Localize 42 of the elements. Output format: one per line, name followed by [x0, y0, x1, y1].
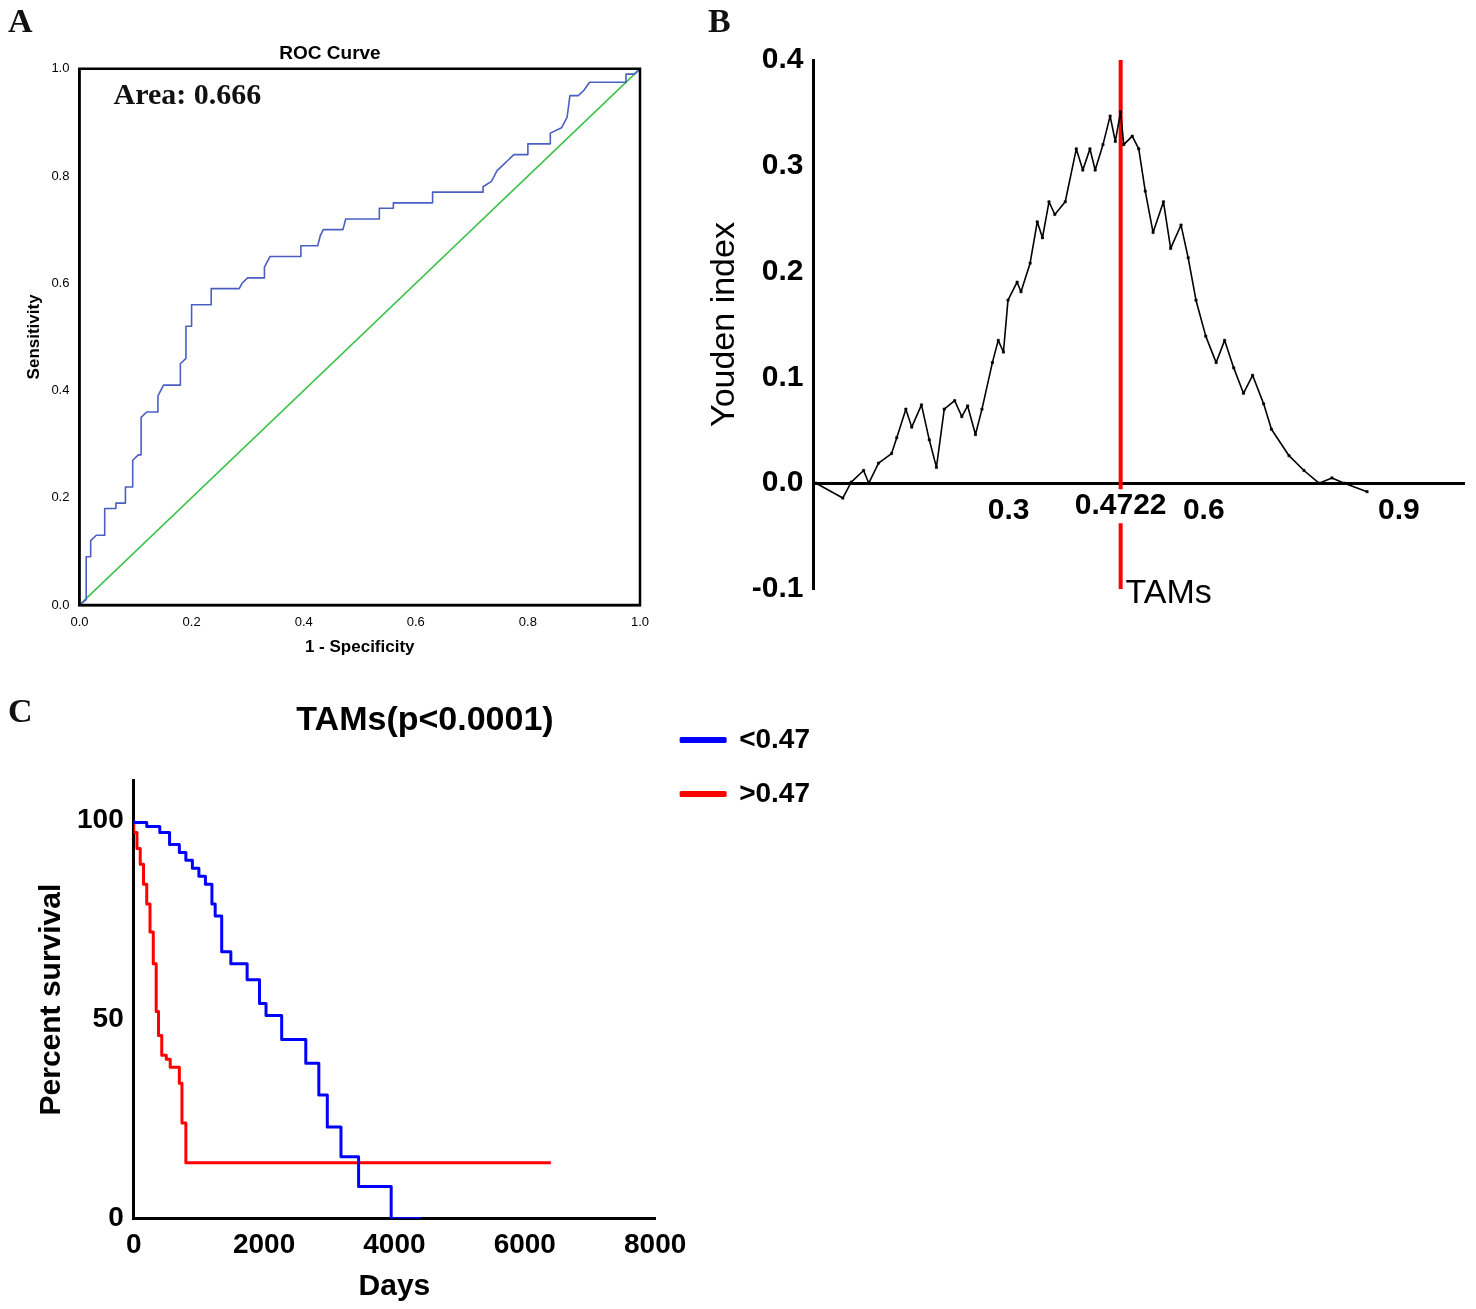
x-tick-label: 0.9: [1378, 492, 1420, 526]
y-tick-label: 0: [108, 1201, 124, 1233]
chart-title: TAMs(p<0.0001): [296, 698, 554, 737]
x-tick-label: 0.6: [406, 614, 425, 630]
x-axis-title: 1 - Specificity: [304, 637, 416, 657]
y-axis-title: Percent survival: [33, 883, 67, 1116]
x-axis-title: Days: [358, 1268, 431, 1302]
y-tick-label: 0.0: [51, 596, 70, 612]
x-tick-label: 1.0: [630, 614, 650, 630]
text: B: [708, 1, 731, 39]
y-tick-label: 0.4: [761, 41, 804, 75]
x-tick-label: 0.2: [182, 614, 201, 630]
y-tick-label: 0.6: [51, 274, 70, 290]
annotation: Area: 0.666: [113, 76, 262, 110]
y-tick-label: 1.0: [51, 60, 70, 76]
x-tick-label: 0.6: [1182, 492, 1225, 526]
y-axis-title: Youden index: [702, 222, 741, 427]
legend-label: <0.47: [739, 722, 811, 754]
y-tick-label: 0.2: [761, 252, 804, 286]
x-tick-label: 0.0: [70, 614, 89, 630]
text: C: [8, 691, 33, 729]
text: A: [8, 1, 33, 39]
x-tick-label: 6000: [493, 1227, 556, 1259]
y-tick-label: 0.0: [761, 464, 804, 498]
x-tick-label: 0.3: [987, 492, 1030, 526]
y-tick-label: 50: [92, 1002, 124, 1034]
y-tick-label: 0.8: [51, 167, 70, 183]
y-tick-label: 0.3: [761, 147, 804, 181]
ref-line-label: 0.4722: [1074, 487, 1167, 521]
x-tick-label: 4000: [363, 1227, 426, 1259]
x-tick-label: 0.8: [518, 614, 537, 630]
y-tick-label: 0.4: [51, 382, 70, 398]
y-tick-label: -0.1: [751, 570, 804, 604]
y-tick-label: 100: [77, 803, 124, 835]
x-tick-label: 8000: [624, 1227, 687, 1259]
y-tick-label: 0.1: [761, 358, 804, 392]
x-tick-label: 2000: [232, 1227, 296, 1259]
y-axis-title: Sensitivity: [23, 293, 43, 380]
x-axis-title: TAMs: [1125, 572, 1212, 611]
x-tick-label: 0.4: [294, 614, 313, 630]
chart-title: ROC Curve: [279, 41, 381, 63]
legend-label: >0.47: [739, 776, 811, 808]
